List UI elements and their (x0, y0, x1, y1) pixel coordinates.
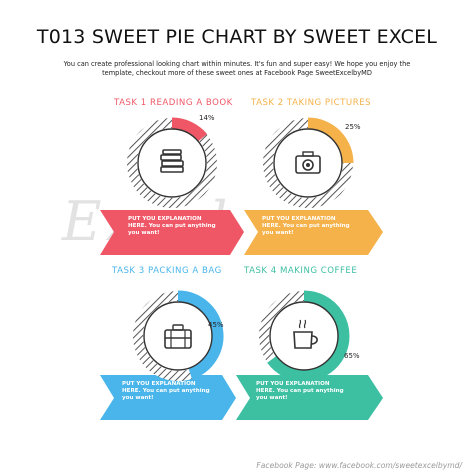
explanation-task2: PUT YOU EXPLANATION HERE. You can put an… (262, 216, 350, 236)
intro-text: You can create professional looking char… (63, 60, 411, 77)
briefcase-icon (164, 324, 192, 349)
task2-title: TASK 2 TAKING PICTURES (251, 98, 372, 108)
explanation-task1: PUT YOU EXPLANATION HERE. You can put an… (128, 216, 216, 236)
task4-title: TASK 4 MAKING COFFEE (244, 266, 358, 276)
books-icon (160, 149, 184, 173)
ring-center (137, 128, 207, 198)
ribbon-task3 (100, 375, 236, 420)
task1-title: TASK 1 READING A BOOK (114, 98, 233, 108)
ribbon-task1 (100, 210, 244, 255)
pct-label-task2: 25% (345, 123, 361, 131)
ring-value-arc (307, 117, 354, 164)
ring-center (269, 301, 339, 371)
ring-value-arc (267, 290, 350, 382)
pie-ring-task3 (133, 290, 224, 381)
ring-value-arc (171, 117, 208, 142)
chart-title: T013 SWEET PIE CHART BY SWEET EXCEL (36, 26, 438, 48)
pct-label-task4: 65% (344, 352, 360, 360)
task3-title: TASK 3 PACKING A BAG (112, 266, 222, 276)
pct-label-task1: 14% (199, 114, 215, 122)
pct-label-task3: 45% (208, 321, 224, 329)
explanation-task3: PUT YOU EXPLANATION HERE. You can put an… (122, 381, 210, 401)
camera-icon (295, 151, 321, 174)
pie-ring-task2 (263, 117, 354, 208)
explanation-task4: PUT YOU EXPLANATION HERE. You can put an… (256, 381, 344, 401)
coffee-mug-icon (293, 319, 318, 349)
ribbon-task4 (236, 375, 383, 420)
ring-value-arc (177, 290, 224, 380)
ribbon-task2 (244, 210, 383, 255)
pie-ring-task1 (127, 117, 217, 208)
ring-center (143, 301, 213, 371)
footer-text: Facebook Page: www.facebook.com/sweetexc… (256, 461, 462, 470)
pie-ring-task4 (259, 290, 350, 382)
